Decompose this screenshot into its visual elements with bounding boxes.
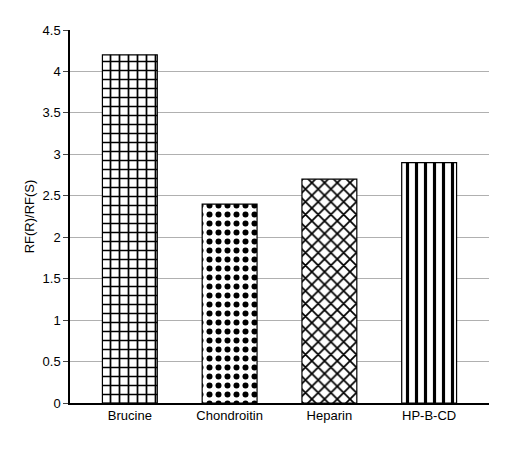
svg-text:HP-B-CD: HP-B-CD	[402, 408, 456, 423]
svg-text:Heparin: Heparin	[307, 408, 353, 423]
svg-text:1.5: 1.5	[43, 271, 61, 286]
svg-text:0: 0	[53, 396, 60, 411]
svg-text:1: 1	[53, 313, 60, 328]
svg-text:4: 4	[53, 64, 60, 79]
svg-text:3: 3	[53, 147, 60, 162]
svg-text:3.5: 3.5	[43, 105, 61, 120]
svg-text:2.5: 2.5	[43, 188, 61, 203]
svg-text:RF(R)/RF(S): RF(R)/RF(S)	[22, 180, 37, 254]
svg-text:0.5: 0.5	[43, 354, 61, 369]
svg-text:Brucine: Brucine	[108, 408, 152, 423]
svg-text:Chondroitin: Chondroitin	[196, 408, 263, 423]
svg-text:4.5: 4.5	[43, 23, 61, 38]
svg-text:2: 2	[53, 230, 60, 245]
